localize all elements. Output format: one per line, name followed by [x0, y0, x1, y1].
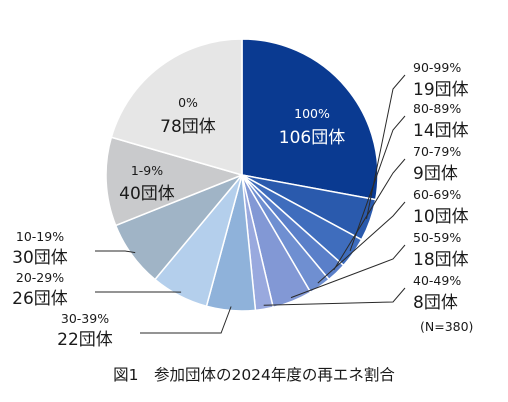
- leader-line: [95, 250, 136, 254]
- slice-range-label: 30-39%: [61, 311, 109, 326]
- slice-count-label: 106団体: [279, 128, 345, 148]
- leader-line: [317, 201, 406, 284]
- slice-count-label: 30団体: [12, 248, 68, 268]
- sample-size-note: (N=380): [420, 319, 473, 334]
- leader-line: [349, 115, 406, 251]
- slice-count-label: 26団体: [12, 289, 68, 309]
- slice-range-label: 100%: [294, 106, 330, 121]
- slice-range-label: 60-69%: [413, 187, 461, 202]
- slice-count-label: 18団体: [413, 250, 469, 270]
- leader-line: [290, 244, 406, 299]
- slice-range-label: 40-49%: [413, 273, 461, 288]
- slice-count-label: 22団体: [57, 330, 113, 350]
- slice-count-label: 14団体: [413, 121, 469, 141]
- slice-range-label: 1-9%: [131, 163, 163, 178]
- slice-range-label: 70-79%: [413, 144, 461, 159]
- slice-count-label: 78団体: [160, 117, 216, 137]
- slice-count-label: 40団体: [119, 184, 175, 204]
- slice-count-label: 19団体: [413, 80, 469, 100]
- slice-count-label: 9団体: [413, 164, 458, 184]
- slice-range-label: 20-29%: [16, 270, 64, 285]
- figure-caption: 図1 参加団体の2024年度の再エネ割合: [113, 366, 395, 384]
- slice-range-label: 90-99%: [413, 60, 461, 75]
- slice-range-label: 10-19%: [16, 229, 64, 244]
- slice-range-label: 50-59%: [413, 230, 461, 245]
- pie-slice: [105, 136, 245, 227]
- leader-line: [263, 287, 406, 306]
- leader-line: [140, 306, 232, 334]
- slice-range-label: 80-89%: [413, 101, 461, 116]
- slice-count-label: 10団体: [413, 207, 469, 227]
- leader-line: [333, 158, 406, 271]
- leader-line: [366, 74, 406, 219]
- pie-slice: [110, 38, 243, 176]
- slice-range-label: 0%: [178, 95, 198, 110]
- slice-count-label: 8団体: [413, 293, 458, 313]
